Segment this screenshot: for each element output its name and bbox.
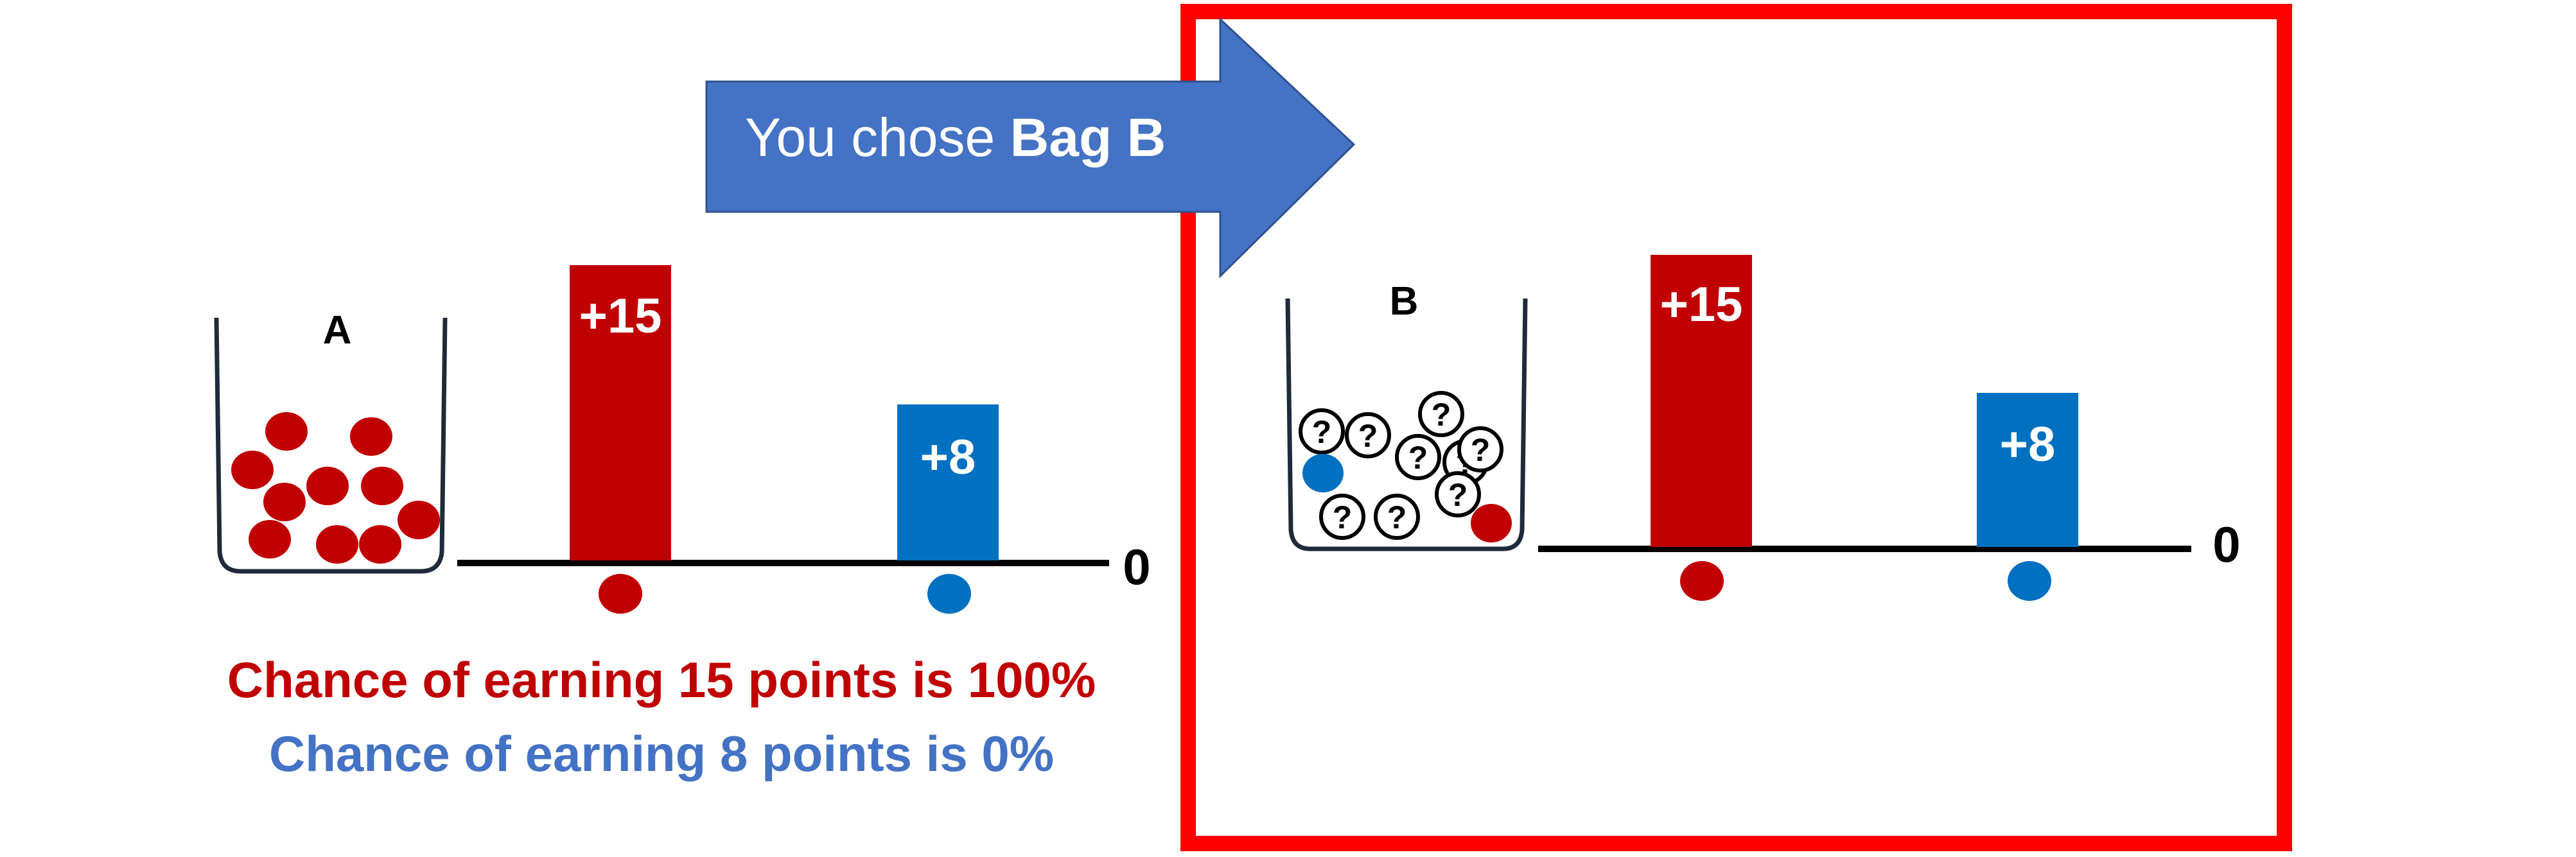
probability-8-points: Chance of earning 8 points is 0% (268, 725, 1055, 782)
selection-frame (1180, 4, 2292, 851)
unknown-ball: ? (1457, 426, 1503, 472)
red-ball (316, 525, 358, 564)
svg-text:?: ? (1333, 499, 1353, 535)
bag-b-label: B (1390, 279, 1419, 324)
unknown-ball: ? (1319, 494, 1365, 540)
unknown-ball: ? (1435, 471, 1481, 517)
bag-b-group: B ? ? ? ? ? ? ? ? ? 0 +15 +8 (1285, 255, 2241, 601)
choice-arrow (705, 17, 1356, 279)
svg-text:?: ? (1387, 499, 1407, 535)
bag-b-bar-15-label: +15 (1660, 277, 1743, 332)
probability-15-points: Chance of earning 15 points is 100% (227, 652, 1096, 708)
bag-a-label: A (323, 308, 352, 352)
unknown-ball: ? (1418, 391, 1464, 437)
svg-text:?: ? (1448, 477, 1468, 513)
bag-b-unknown-balls: ? ? ? ? ? ? ? ? ? (1299, 391, 1503, 540)
red-ball (359, 525, 401, 564)
red-ball (249, 520, 291, 558)
bag-b-zero-label: 0 (2212, 516, 2240, 573)
bag-b-bar-8-label: +8 (2000, 417, 2056, 472)
bag-a-bar-15 (570, 265, 671, 560)
svg-text:?: ? (1432, 397, 1451, 433)
red-ball (361, 467, 403, 505)
red-ball (263, 483, 306, 521)
svg-text:?: ? (1471, 432, 1491, 468)
bag-a-bar-15-label: +15 (579, 289, 662, 343)
bag-a-red-ball-marker (599, 574, 642, 614)
arrow-label: You chose Bag B (745, 110, 1166, 164)
bag-a-group: A 0 +15 +8 (214, 265, 1151, 614)
svg-text:?: ? (1312, 414, 1332, 450)
red-ball (306, 467, 349, 505)
red-ball (350, 417, 392, 456)
bag-a-blue-ball-marker (927, 574, 971, 614)
red-ball (398, 501, 440, 539)
arrow-label-choice: Bag B (1010, 107, 1166, 168)
bag-b-bar-8 (1977, 393, 2078, 547)
bag-a-bar-8 (897, 404, 999, 560)
unknown-ball: ? (1299, 408, 1345, 454)
bag-a-zero-label: 0 (1123, 539, 1150, 595)
bag-b-red-ball (1471, 504, 1512, 542)
red-ball (265, 412, 308, 451)
unknown-ball: ? (1395, 434, 1441, 480)
arrow-label-prefix: You chose (745, 107, 1010, 168)
bag-b-outline (1285, 298, 1528, 551)
red-ball (231, 451, 274, 489)
unknown-ball: ? (1345, 412, 1391, 458)
svg-text:?: ? (1408, 440, 1428, 476)
bag-a-balls (231, 412, 440, 564)
bag-b-red-ball-marker (1680, 561, 1724, 601)
bag-b-bar-15 (1651, 255, 1752, 547)
bag-a-outline (214, 317, 448, 574)
bag-b-blue-ball (1302, 454, 1344, 492)
bag-b-blue-ball-marker (2008, 561, 2051, 601)
unknown-ball: ? (1374, 494, 1420, 540)
svg-text:?: ? (1358, 418, 1378, 454)
bag-a-bar-8-label: +8 (920, 430, 976, 485)
